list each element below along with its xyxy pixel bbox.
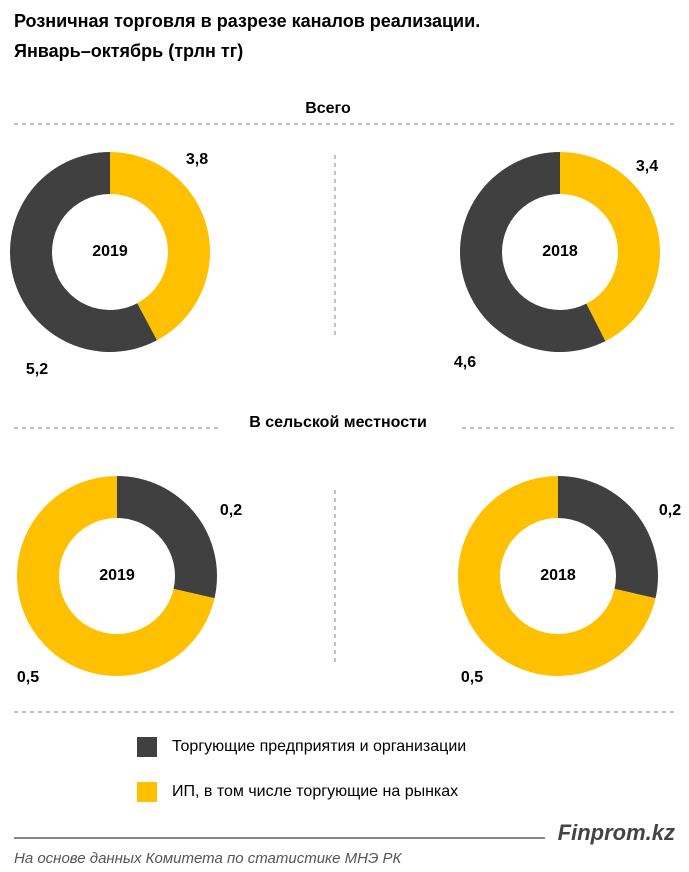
donut-center-label: 2018 xyxy=(542,243,578,260)
legend-label: ИП, в том числе торгующие на рынках xyxy=(172,783,458,800)
value-label: 3,8 xyxy=(186,151,208,168)
legend-swatch xyxy=(137,782,157,802)
value-label: 0,5 xyxy=(17,669,39,686)
value-label: 4,6 xyxy=(454,354,476,371)
donut-slice xyxy=(117,476,218,599)
value-label: 0,5 xyxy=(461,669,483,686)
section-title: Всего xyxy=(305,100,351,117)
donut-center-label: 2018 xyxy=(540,567,576,584)
section-title: В сельской местности xyxy=(249,414,427,431)
donut-center-label: 2019 xyxy=(99,567,135,584)
donut-center-label: 2019 xyxy=(92,243,128,260)
donut-slice xyxy=(458,476,656,676)
donut-slice xyxy=(459,152,606,352)
brand: Finprom.kz xyxy=(558,820,675,845)
legend-swatch xyxy=(137,737,157,757)
chart-title: Розничная торговля в разрезе каналов реа… xyxy=(14,11,480,31)
label-bg xyxy=(285,95,365,123)
value-label: 0,2 xyxy=(220,502,242,519)
source: На основе данных Комитета по статистике … xyxy=(14,850,403,867)
donut-slice xyxy=(110,152,211,341)
value-label: 3,4 xyxy=(636,158,658,175)
value-label: 0,2 xyxy=(659,502,681,519)
legend-label: Торгующие предприятия и организации xyxy=(172,738,466,755)
donut-slice xyxy=(10,152,157,352)
donut-slice xyxy=(560,152,660,342)
label-bg xyxy=(218,408,458,436)
donut-slice xyxy=(558,476,658,599)
donut-slice xyxy=(17,476,215,676)
chart-subtitle: Январь–октябрь (трлн тг) xyxy=(14,41,243,61)
value-label: 5,2 xyxy=(26,361,48,378)
